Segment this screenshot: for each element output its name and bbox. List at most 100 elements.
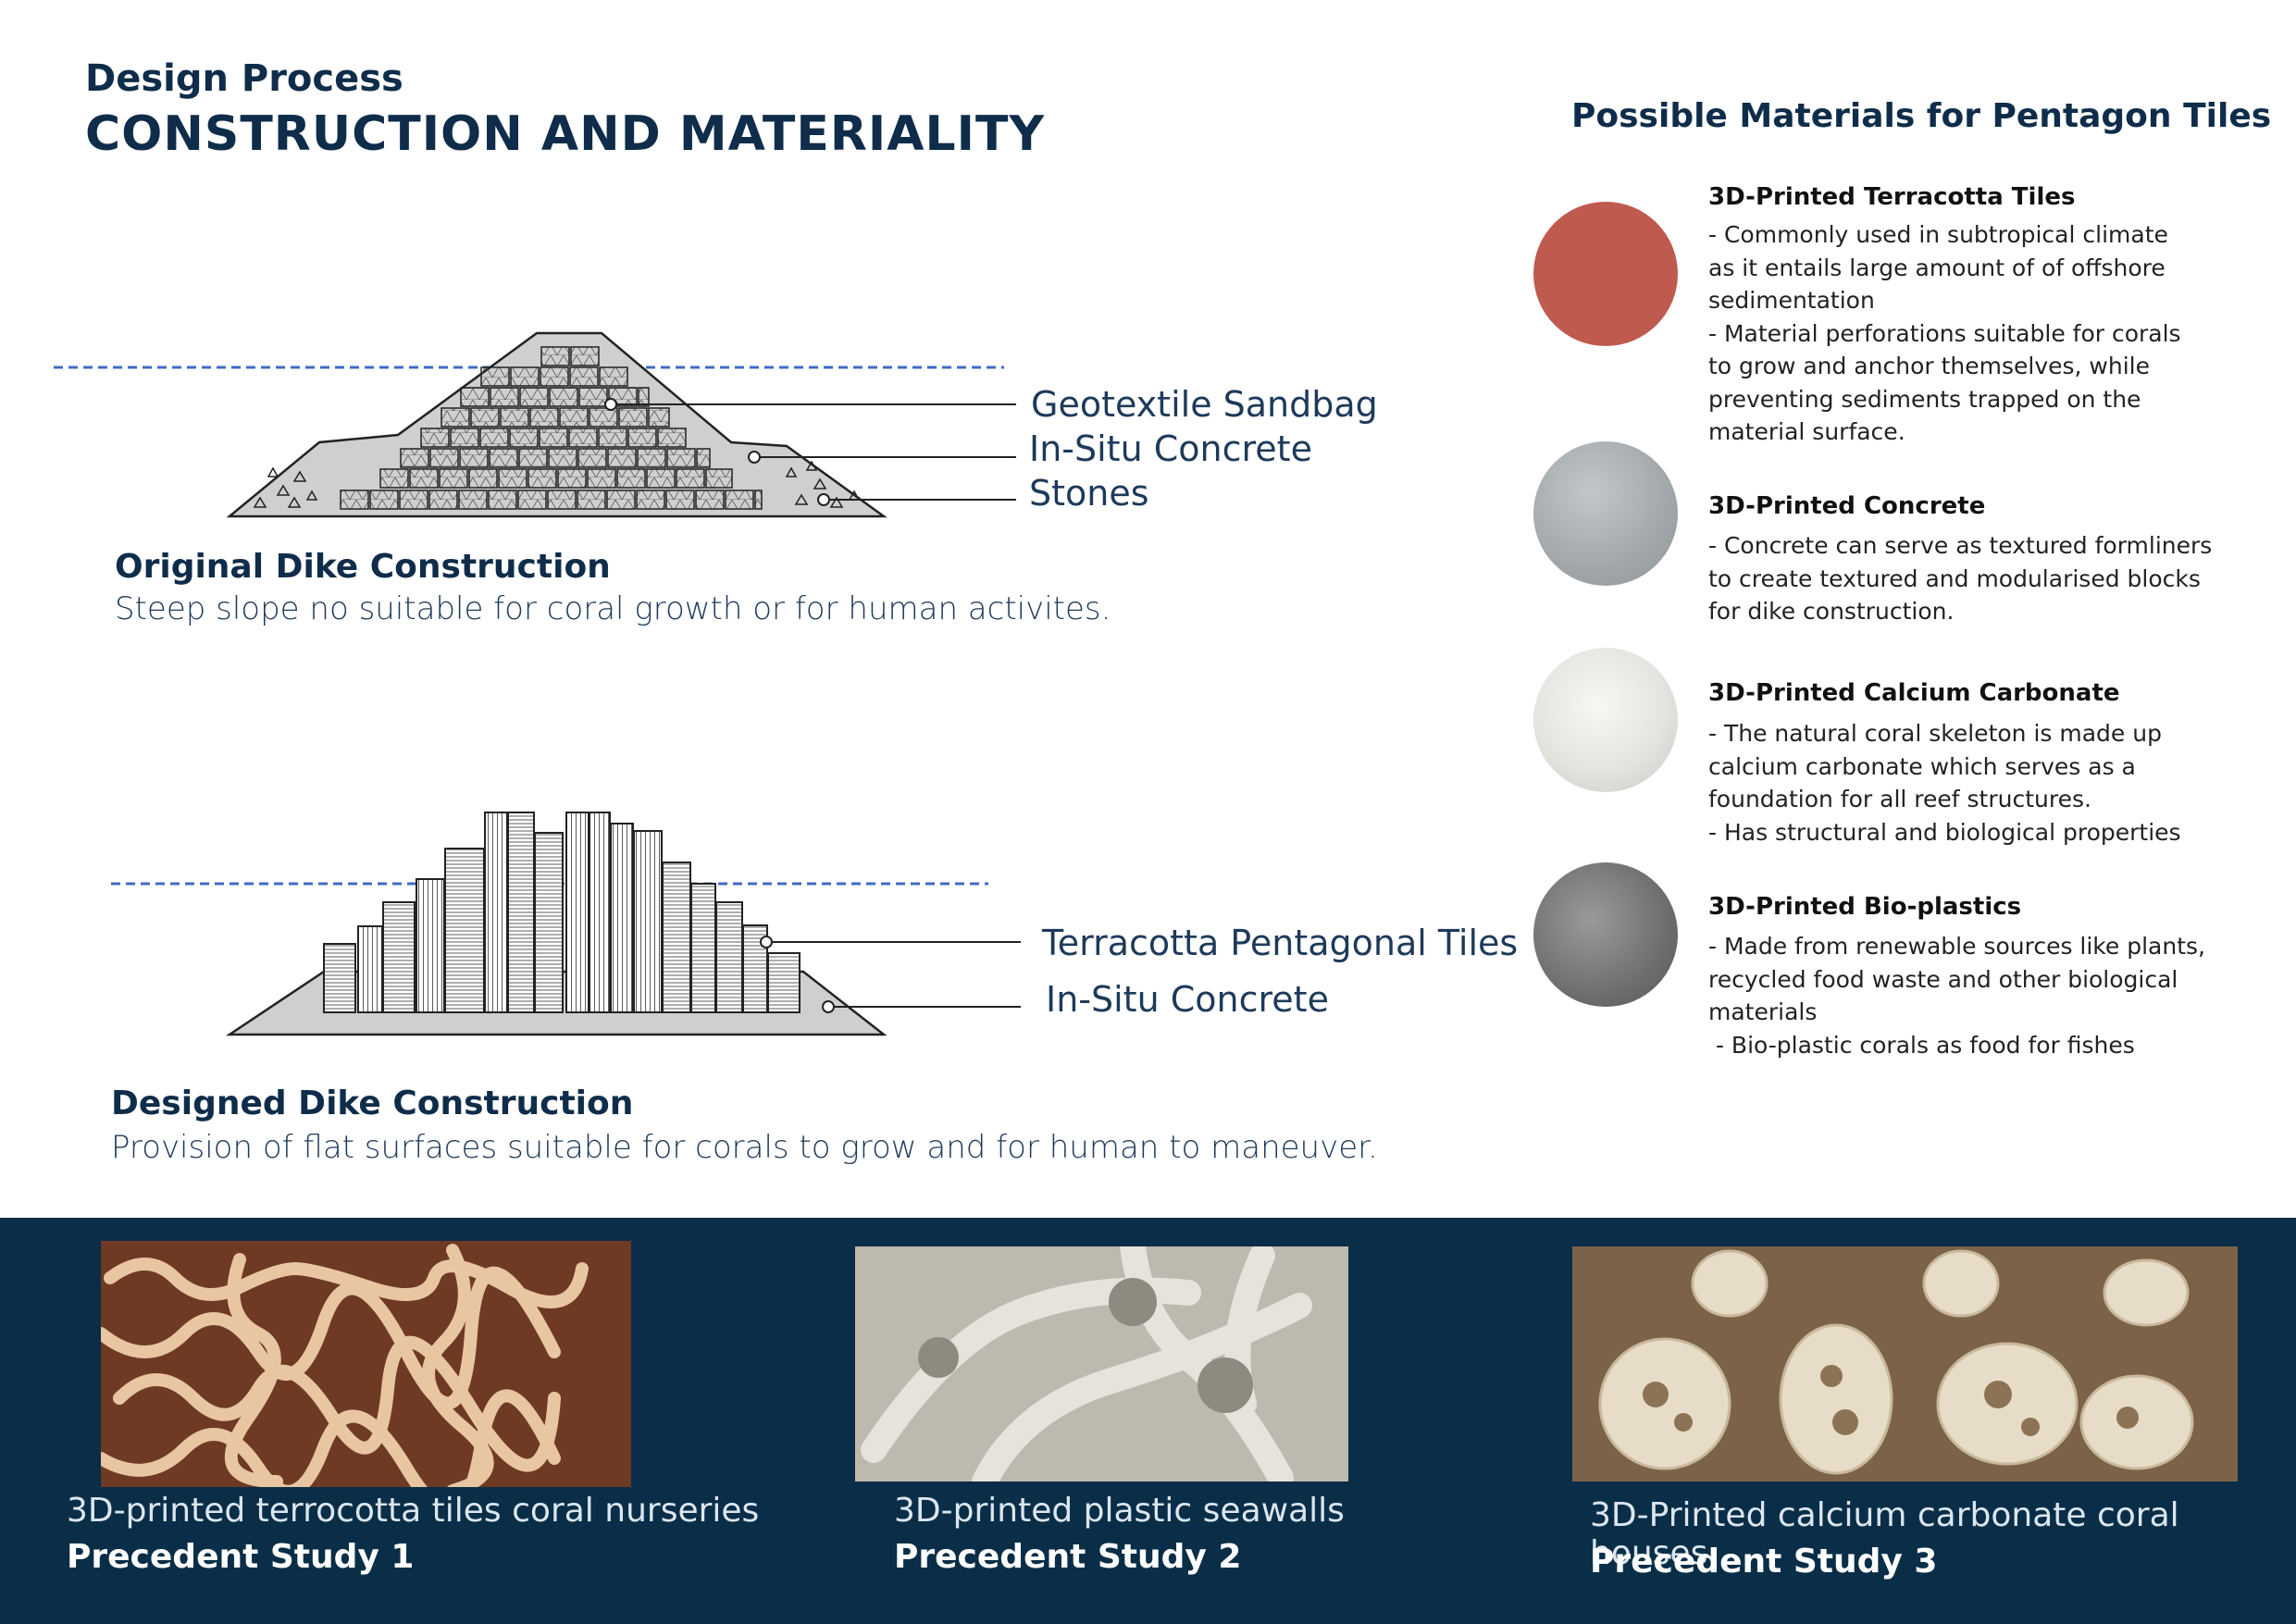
tile-column-hatch [633,830,663,1013]
sandbag [340,490,369,510]
sandbag [409,468,439,489]
tile-column-hatch [444,848,485,1013]
label-geotextile-sandbag: Geotextile Sandbag [1031,384,1378,425]
sandbag [379,468,409,489]
tile-column-hatch [565,812,590,1013]
sandbag [500,407,529,428]
precedent-photo-2 [855,1246,1348,1481]
sandbag [459,448,489,468]
sandbag [489,448,518,468]
sandbag [549,387,578,407]
sandbag [450,428,479,448]
sandbag [428,490,458,510]
sandbag [676,468,705,489]
sandbag [705,468,733,489]
sandbag [666,448,696,468]
tile-column-hatch [484,812,508,1013]
designed-dike-diagram [111,812,1021,1036]
tile-column-hatch [742,924,768,1013]
page-title: CONSTRUCTION AND MATERIALITY [85,106,1046,162]
sandbag [400,448,429,468]
precedent-label-3: Precedent Study 3 [1590,1543,1938,1581]
sandbag [606,490,636,510]
tile-column-hatch [662,862,691,1013]
sandbag [648,407,670,428]
tile-columns [323,812,800,1013]
sandbag [460,387,490,407]
sandbag [577,448,607,468]
sandbag [577,490,606,510]
materials-heading: Possible Materials for Pentagon Tiles [1571,97,2272,135]
sandbag [429,448,459,468]
precedent-label-2: Precedent Study 2 [894,1538,1242,1576]
tile-column-hatch [690,883,716,1013]
label-in-situ-concrete: In-Situ Concrete [1029,428,1312,469]
material-desc-concrete: - Concrete can serve as textured formlin… [1708,532,2213,625]
material-desc-terracotta: - Commonly used in subtropical climate a… [1708,221,2181,445]
sandbag [587,468,616,489]
sandbag [695,490,725,510]
sandbag [479,428,509,448]
label-stones: Stones [1029,473,1149,514]
sandbag [636,490,665,510]
label-terracotta-tiles: Terracotta Pentagonal Tiles [1042,923,1519,963]
sandbag [399,490,428,510]
sandbag [480,366,510,387]
precedent-caption-2: 3D-printed plastic seawalls [894,1492,1345,1530]
precedent-caption-1: 3D-printed terrocotta tiles coral nurser… [67,1492,760,1530]
sandbag [548,448,577,468]
tile-column-hatch [357,925,383,1013]
sandbag [517,490,547,510]
sandbag [559,407,589,428]
terracotta-swatch [1533,202,1678,346]
tile-column-hatch [589,812,611,1013]
tile-column-hatch [416,878,445,1013]
sandbag [490,387,519,407]
sandbag [598,428,627,448]
original-dike-title: Original Dike Construction [115,548,611,586]
sandbag [627,428,657,448]
tile-column-hatch [507,812,535,1013]
label-in-situ-concrete-2: In-Situ Concrete [1046,979,1329,1020]
material-title-concrete: 3D-Printed Concrete [1708,492,1986,520]
sandbag [540,366,569,387]
sandbag [439,468,468,489]
material-desc-calcium-carbonate: - The natural coral skeleton is made up … [1708,720,2181,846]
sandbag [607,448,637,468]
tile-column-hatch [715,901,743,1013]
stones [253,460,861,508]
material-title-terracotta: 3D-Printed Terracotta Tiles [1708,183,2076,211]
sandbag [557,468,587,489]
sandbag-stack [340,346,763,510]
sandbag [568,428,598,448]
sandbag [665,490,695,510]
sandbag [599,366,628,387]
sandbag [518,448,548,468]
original-dike-diagram [54,331,1016,518]
sandbag [616,468,646,489]
sandbag [529,407,559,428]
sandbag [569,366,599,387]
sandbag [510,366,540,387]
sandbag [646,468,676,489]
sandbag [637,448,666,468]
sandbag [725,490,754,510]
sandbag [519,387,549,407]
precedent-caption-3: 3D-Printed calcium carbonate coral house… [1590,1496,2179,1572]
sandbag [468,468,498,489]
material-desc-bio-plastics: - Made from renewable sources like plant… [1708,933,2205,1059]
sandbag [547,490,577,510]
sandbag [420,428,450,448]
sandbag [618,407,648,428]
sandbag [488,490,517,510]
sandbag [539,428,568,448]
sandbag [509,428,539,448]
sandbag [657,428,687,448]
designed-dike-title: Designed Dike Construction [111,1085,634,1122]
sandbag [754,490,763,510]
sandbag [458,490,488,510]
bio-plastics-swatch [1533,862,1678,1007]
sandbag [696,448,711,468]
tile-column-hatch [767,952,800,1013]
sandbag [638,387,650,407]
